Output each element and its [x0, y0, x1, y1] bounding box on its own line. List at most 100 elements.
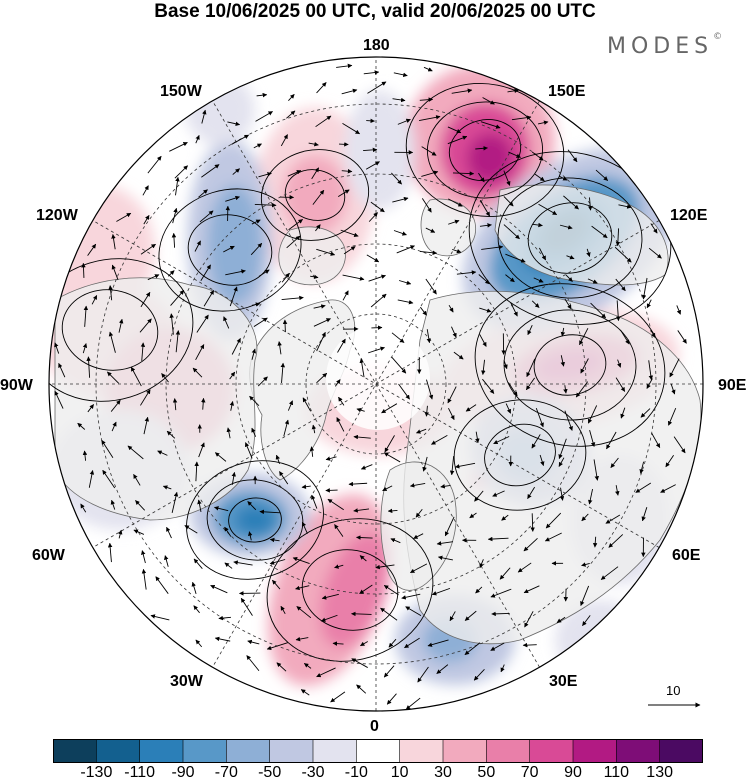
contour-line: [468, 151, 672, 325]
wind-arrow: [280, 134, 288, 147]
wind-arrow: [254, 202, 277, 208]
wind-arrow: [338, 396, 345, 406]
wind-arrow: [677, 330, 687, 344]
wind-arrow: [535, 407, 544, 428]
wind-arrow: [108, 285, 113, 301]
wind-arrow: [444, 516, 455, 537]
wind-arrow: [384, 435, 395, 453]
wind-arrow: [538, 203, 558, 216]
wind-arrow: [587, 405, 598, 424]
wind-arrow: [250, 242, 263, 256]
wind-arrow: [337, 189, 350, 197]
wind-arrow: [386, 693, 397, 705]
wind-arrow: [340, 229, 359, 237]
wind-arrow: [487, 536, 509, 542]
wind-arrow: [393, 72, 408, 78]
wind-arrow: [530, 513, 535, 532]
wind-arrow: [343, 246, 356, 255]
wind-arrow: [316, 248, 336, 256]
colorbar-swatch: [269, 739, 314, 763]
wind-arrow: [251, 427, 257, 437]
wind-arrow: [375, 564, 395, 570]
wind-arrow: [650, 329, 656, 338]
wind-arrow: [300, 689, 310, 696]
wind-arrow: [229, 401, 235, 411]
wind-arrow: [102, 469, 116, 489]
wind-arrow: [370, 293, 387, 308]
wind-arrow: [197, 499, 202, 513]
wind-arrow: [257, 376, 268, 387]
anomaly-blob: [466, 133, 514, 183]
wind-arrow: [437, 555, 453, 561]
lon-label-90e: 90E: [718, 377, 747, 394]
lon-label-90w: 90W: [0, 377, 33, 394]
wind-arrow: [281, 272, 290, 283]
wind-arrow: [251, 219, 261, 225]
colorbar-tick-label: 130: [646, 764, 674, 781]
wind-arrow: [54, 390, 64, 409]
wind-arrow: [363, 147, 378, 153]
wind-arrow: [195, 344, 205, 361]
wind-arrow: [201, 109, 207, 124]
wind-arrow: [581, 562, 590, 567]
wind-arrow: [401, 593, 421, 600]
wind-arrow: [360, 464, 373, 470]
wind-arrow: [526, 358, 536, 378]
wind-arrow: [295, 636, 309, 642]
wind-arrow: [210, 585, 228, 594]
wind-arrow: [505, 403, 511, 414]
wind-arrow: [332, 641, 344, 646]
wind-arrow: [614, 246, 632, 263]
wind-arrow: [258, 269, 270, 277]
wind-arrow: [356, 535, 373, 540]
wind-arrow: [559, 487, 565, 501]
wind-arrow: [316, 667, 336, 678]
wind-arrow: [560, 327, 566, 337]
wind-arrow: [465, 404, 477, 412]
wind-arrow: [353, 434, 371, 440]
wind-arrow: [256, 92, 268, 98]
wind-arrow: [418, 115, 441, 122]
wind-arrow: [108, 331, 116, 353]
wind-arrow: [110, 499, 116, 510]
wind-arrow: [409, 482, 426, 488]
wind-arrow: [88, 470, 95, 488]
wind-arrow: [342, 290, 349, 301]
wind-arrow: [320, 614, 338, 622]
wind-arrow: [171, 232, 177, 248]
wind-arrow: [501, 514, 509, 521]
wind-arrow: [313, 304, 326, 309]
latitude-circle: [95, 103, 657, 665]
wind-arrow: [251, 348, 257, 360]
contour-line: [497, 177, 643, 299]
map-title: Base 10/06/2025 00 UTC, valid 20/06/2025…: [154, 1, 596, 22]
wind-arrow: [392, 97, 406, 103]
colorbar-swatch: [183, 739, 227, 763]
land-mass: [380, 461, 457, 591]
wind-arrow: [203, 290, 215, 307]
wind-arrow: [225, 269, 246, 276]
wind-arrow: [87, 243, 97, 256]
wind-arrow: [143, 214, 150, 225]
wind-arrow: [564, 410, 573, 431]
wind-arrow: [286, 235, 301, 249]
wind-arrow: [592, 536, 598, 548]
wind-arrow: [500, 664, 505, 673]
wind-arrow: [531, 300, 540, 308]
wind-arrow: [493, 436, 510, 445]
colorbar-tick-label: -50: [258, 764, 282, 781]
wind-arrow: [198, 189, 208, 198]
wind-arrow: [670, 383, 676, 395]
contour-line: [260, 149, 370, 241]
wind-arrow: [82, 343, 88, 354]
wind-arrow: [280, 605, 286, 615]
colorbar-tick-label: 30: [434, 764, 452, 781]
colorbar-tick-label: 110: [603, 764, 630, 781]
wind-arrow: [381, 403, 398, 414]
wind-arrow: [397, 118, 411, 125]
wind-arrow: [448, 198, 463, 207]
wind-arrow: [426, 379, 434, 400]
lon-label-150e: 150E: [548, 83, 586, 100]
wind-arrow: [336, 63, 353, 69]
wind-arrow: [404, 637, 420, 649]
